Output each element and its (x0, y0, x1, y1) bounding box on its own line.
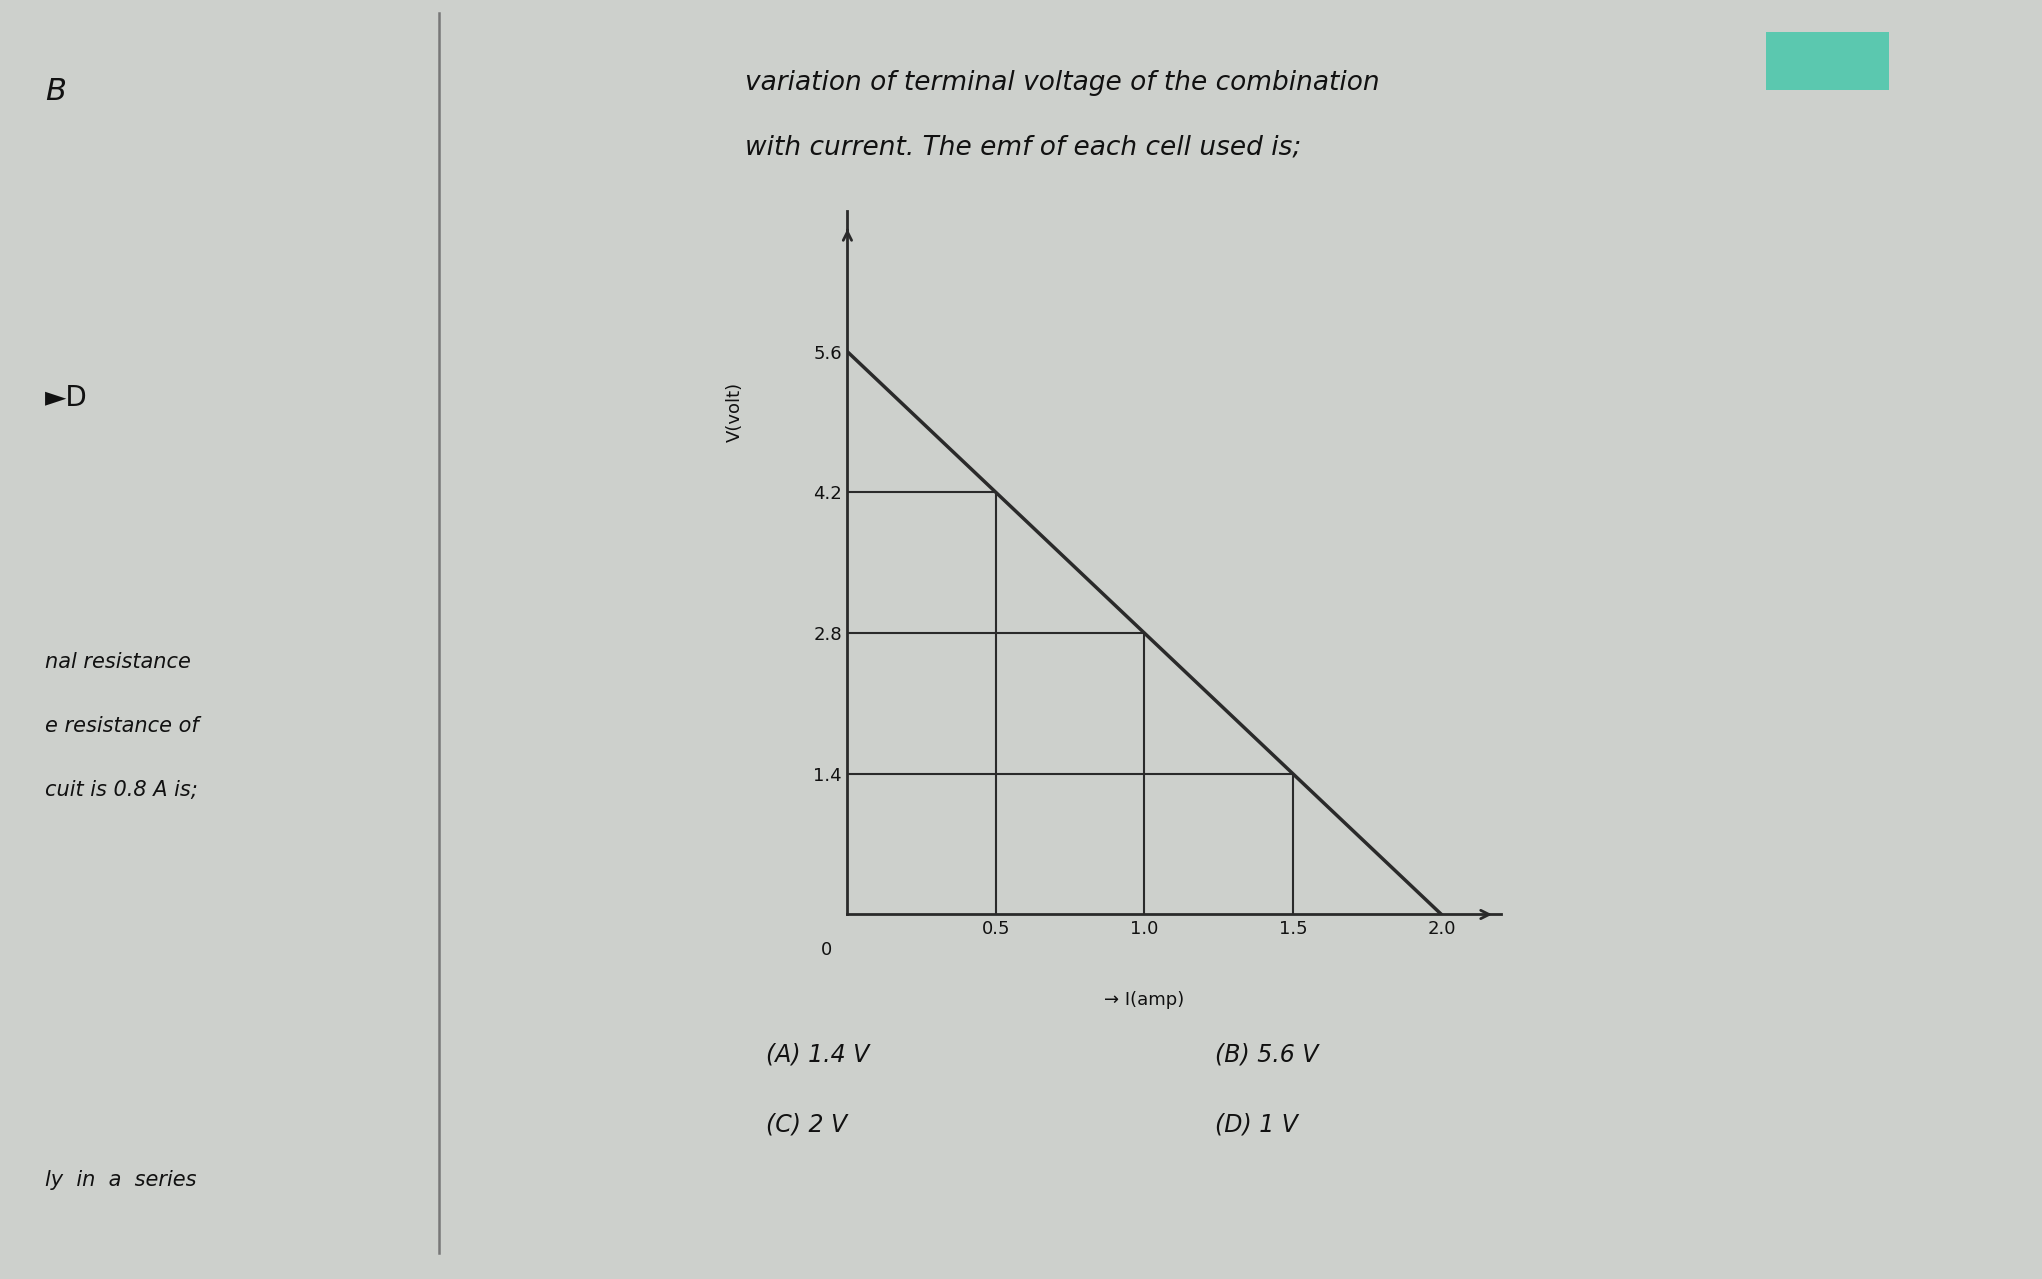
Text: (D) 1 V: (D) 1 V (1215, 1113, 1299, 1137)
Text: cuit is 0.8 A is;: cuit is 0.8 A is; (45, 780, 198, 801)
Text: → I(amp): → I(amp) (1105, 991, 1184, 1009)
Text: ly  in  a  series: ly in a series (45, 1170, 196, 1191)
Text: with current. The emf of each cell used is;: with current. The emf of each cell used … (745, 134, 1301, 160)
Text: ►D: ►D (45, 384, 88, 412)
Text: B: B (45, 77, 65, 106)
Text: e resistance of: e resistance of (45, 716, 198, 737)
Text: 0: 0 (821, 940, 833, 959)
Text: V(volt): V(volt) (725, 382, 743, 443)
Text: (A) 1.4 V: (A) 1.4 V (766, 1042, 870, 1067)
Text: nal resistance: nal resistance (45, 652, 190, 673)
Text: (B) 5.6 V: (B) 5.6 V (1215, 1042, 1319, 1067)
Text: (C) 2 V: (C) 2 V (766, 1113, 847, 1137)
Text: variation of terminal voltage of the combination: variation of terminal voltage of the com… (745, 70, 1380, 96)
